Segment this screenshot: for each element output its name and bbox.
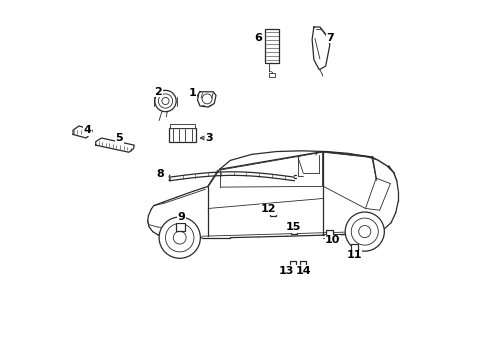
FancyBboxPatch shape: [176, 224, 185, 230]
FancyBboxPatch shape: [325, 230, 333, 240]
Text: 3: 3: [204, 133, 212, 143]
Circle shape: [202, 94, 212, 104]
Text: 13: 13: [278, 266, 294, 276]
Circle shape: [162, 98, 169, 104]
Text: 6: 6: [254, 33, 262, 43]
FancyBboxPatch shape: [169, 125, 194, 128]
Text: 2: 2: [154, 87, 162, 97]
FancyBboxPatch shape: [169, 128, 195, 141]
Circle shape: [155, 90, 176, 112]
Text: 14: 14: [295, 266, 310, 276]
Circle shape: [350, 218, 378, 245]
FancyBboxPatch shape: [289, 261, 296, 266]
FancyBboxPatch shape: [350, 244, 358, 253]
Circle shape: [358, 226, 370, 238]
Text: 11: 11: [346, 251, 361, 260]
Text: 5: 5: [115, 133, 123, 143]
Circle shape: [173, 231, 186, 244]
Circle shape: [165, 224, 194, 252]
Text: 7: 7: [326, 33, 334, 43]
FancyBboxPatch shape: [291, 228, 297, 234]
Text: 8: 8: [156, 168, 163, 179]
Text: 9: 9: [177, 212, 185, 222]
FancyBboxPatch shape: [264, 30, 279, 63]
Text: 4: 4: [83, 125, 91, 135]
Circle shape: [159, 217, 200, 258]
Circle shape: [158, 94, 172, 108]
Text: 12: 12: [261, 204, 276, 214]
FancyBboxPatch shape: [299, 261, 305, 266]
Text: 1: 1: [189, 88, 196, 98]
Text: 10: 10: [325, 235, 340, 246]
FancyBboxPatch shape: [269, 211, 275, 216]
Circle shape: [345, 212, 384, 251]
FancyBboxPatch shape: [268, 73, 275, 77]
Text: 15: 15: [285, 222, 301, 232]
